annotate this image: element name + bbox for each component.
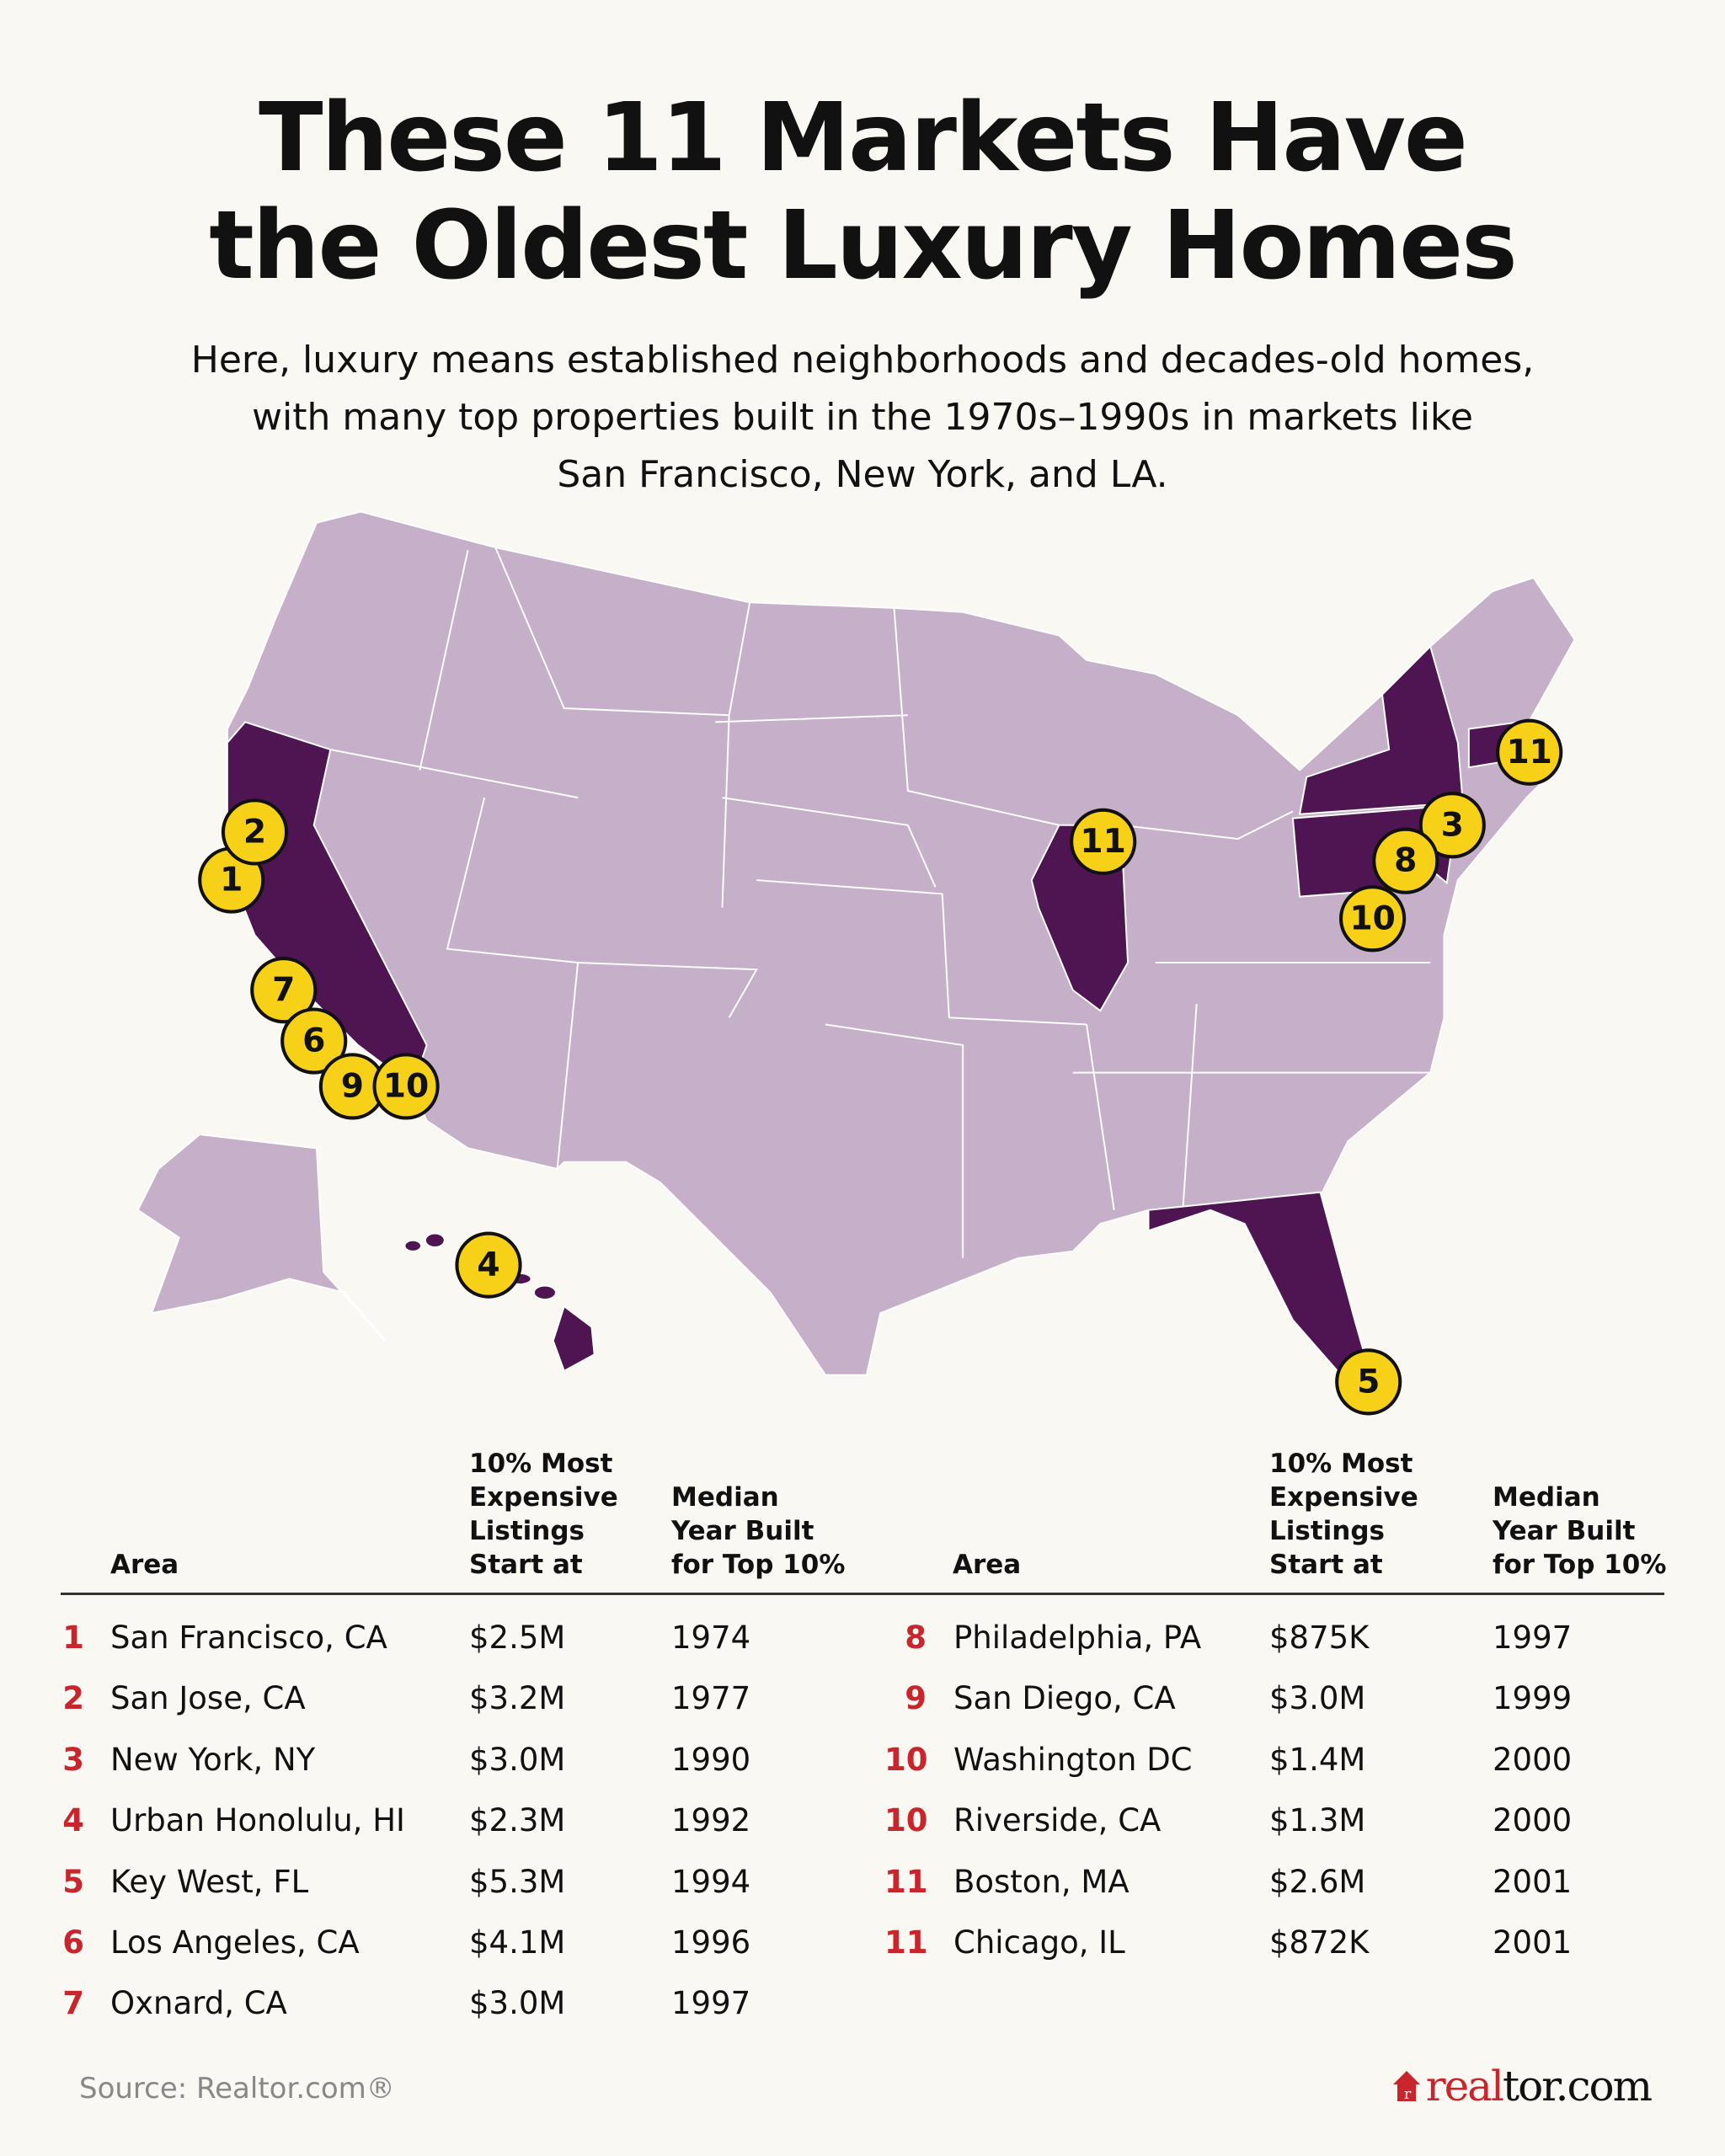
- header-area: Area: [110, 1550, 179, 1580]
- row-price: $4.1M: [469, 1924, 566, 1961]
- row-area: San Francisco, CA: [110, 1620, 387, 1656]
- row-price: $1.3M: [1269, 1802, 1366, 1839]
- row-area: Oxnard, CA: [110, 1985, 287, 2022]
- marker-8: 8: [1372, 827, 1439, 894]
- row-area: Urban Honolulu, HI: [110, 1802, 405, 1839]
- state-alaska: [136, 1134, 387, 1342]
- row-price: $3.2M: [469, 1680, 566, 1717]
- state-new-york: [1298, 644, 1466, 827]
- row-price: $5.3M: [469, 1863, 566, 1900]
- row-price: $3.0M: [469, 1985, 566, 2022]
- header-divider: [61, 1593, 1664, 1595]
- row-year: 1992: [671, 1802, 751, 1839]
- subtitle: Here, luxury means established neighborh…: [190, 339, 1535, 496]
- row-area: Riverside, CA: [953, 1802, 1162, 1839]
- marker-10-dc: 10: [1339, 885, 1407, 953]
- row-rank: 8: [905, 1620, 927, 1656]
- row-rank: 3: [62, 1741, 84, 1778]
- house-icon: r: [1392, 2071, 1420, 2103]
- svg-text:2: 2: [243, 813, 266, 851]
- row-rank: 5: [62, 1863, 84, 1900]
- row-rank: 2: [62, 1680, 84, 1717]
- row-year: 1974: [671, 1620, 751, 1656]
- svg-text:6: 6: [302, 1022, 325, 1060]
- row-price: $875K: [1269, 1620, 1370, 1656]
- svg-text:4: 4: [477, 1246, 499, 1284]
- marker-3: 3: [1418, 792, 1486, 859]
- marker-7: 7: [250, 957, 318, 1024]
- row-year: 1994: [671, 1863, 751, 1900]
- row-area: San Jose, CA: [110, 1680, 306, 1717]
- row-year: 2000: [1493, 1802, 1573, 1839]
- row-year: 1996: [671, 1924, 751, 1961]
- row-price: $3.0M: [1269, 1680, 1366, 1717]
- row-area: Los Angeles, CA: [110, 1924, 360, 1961]
- svg-text:r: r: [1403, 2085, 1411, 2103]
- header-price: 10% Most Expensive Listings Start at: [469, 1449, 618, 1580]
- row-year: 1999: [1493, 1680, 1573, 1717]
- marker-2: 2: [221, 798, 289, 866]
- row-area: Washington DC: [953, 1741, 1193, 1778]
- row-price: $1.4M: [1269, 1741, 1366, 1778]
- marker-6: 6: [280, 1007, 348, 1075]
- row-year: 2000: [1493, 1741, 1573, 1778]
- state-florida: [1147, 1191, 1370, 1376]
- svg-text:3: 3: [1441, 806, 1464, 844]
- row-rank: 10: [884, 1802, 928, 1839]
- svg-text:11: 11: [1506, 734, 1552, 771]
- state-borders: [330, 547, 1431, 1258]
- row-rank: 9: [905, 1680, 927, 1717]
- state-hawaii: [403, 1232, 595, 1373]
- row-rank: 11: [884, 1863, 928, 1900]
- row-price: $2.3M: [469, 1802, 566, 1839]
- svg-text:9: 9: [341, 1067, 364, 1105]
- svg-text:10: 10: [383, 1067, 430, 1105]
- row-area: Boston, MA: [953, 1863, 1130, 1900]
- logo-text-red: real: [1425, 2062, 1504, 2111]
- header-price-2: 10% Most Expensive Listings Start at: [1269, 1449, 1418, 1580]
- svg-text:1: 1: [220, 862, 243, 899]
- row-rank: 1: [62, 1620, 84, 1656]
- us-map: 1 2 7 6 9 10 4 11 11 3 8 10 5: [136, 510, 1576, 1416]
- logo-text-dark: tor.com: [1502, 2062, 1653, 2111]
- row-price: $872K: [1269, 1924, 1370, 1961]
- row-area: New York, NY: [110, 1741, 316, 1778]
- header-year: Median Year Built for Top 10%: [671, 1482, 846, 1580]
- row-area: San Diego, CA: [953, 1680, 1176, 1717]
- svg-text:8: 8: [1394, 842, 1417, 880]
- marker-11-boston: 11: [1496, 718, 1563, 786]
- svg-text:5: 5: [1357, 1363, 1380, 1401]
- marker-11-chicago: 11: [1070, 808, 1137, 875]
- marker-5: 5: [1335, 1348, 1402, 1416]
- row-rank: 10: [884, 1741, 928, 1778]
- row-rank: 11: [884, 1924, 928, 1961]
- row-area: Key West, FL: [110, 1863, 309, 1900]
- row-year: 1990: [671, 1741, 751, 1778]
- row-price: $3.0M: [469, 1741, 566, 1778]
- row-rank: 4: [62, 1802, 84, 1839]
- marker-10-riverside: 10: [372, 1053, 440, 1120]
- marker-9: 9: [318, 1053, 386, 1120]
- row-year: 1977: [671, 1680, 751, 1717]
- row-year: 2001: [1493, 1863, 1573, 1900]
- svg-text:11: 11: [1080, 823, 1125, 861]
- marker-4: 4: [455, 1231, 522, 1299]
- header-year-2: Median Year Built for Top 10%: [1493, 1482, 1667, 1580]
- row-area: Chicago, IL: [953, 1924, 1125, 1961]
- row-year: 1997: [1493, 1620, 1573, 1656]
- row-rank: 7: [62, 1985, 84, 2022]
- header-area-2: Area: [953, 1550, 1022, 1580]
- source-note: Source: Realtor.com®: [79, 2072, 395, 2105]
- realtor-logo: r real tor.com: [1392, 2062, 1653, 2111]
- map-markers: 1 2 7 6 9 10 4 11 11 3 8 10 5: [198, 718, 1563, 1416]
- svg-text:10: 10: [1349, 899, 1395, 937]
- row-year: 2001: [1493, 1924, 1573, 1961]
- row-price: $2.6M: [1269, 1863, 1366, 1900]
- row-year: 1997: [671, 1985, 751, 2022]
- row-price: $2.5M: [469, 1620, 566, 1656]
- svg-text:7: 7: [272, 971, 295, 1009]
- row-rank: 6: [62, 1924, 84, 1961]
- row-area: Philadelphia, PA: [953, 1620, 1202, 1656]
- page-title: These 11 Markets Have the Oldest Luxury …: [209, 83, 1517, 301]
